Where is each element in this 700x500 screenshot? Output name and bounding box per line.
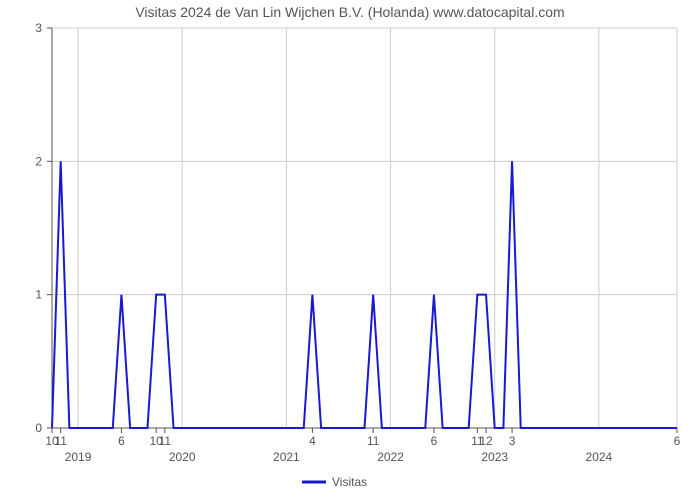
- xtick-label-month: 12: [479, 434, 493, 448]
- xtick-label-year: 2022: [377, 450, 404, 464]
- xtick-label-month: 11: [54, 434, 67, 448]
- xtick-label-year: 2024: [586, 450, 613, 464]
- line-chart: 0123101161011411611123620192020202120222…: [0, 0, 700, 500]
- xtick-label-year: 2023: [481, 450, 508, 464]
- legend-label: Visitas: [332, 475, 367, 489]
- xtick-label-year: 2019: [65, 450, 92, 464]
- chart-container: Visitas 2024 de Van Lin Wijchen B.V. (Ho…: [0, 0, 700, 500]
- ytick-label: 0: [35, 421, 42, 435]
- chart-title: Visitas 2024 de Van Lin Wijchen B.V. (Ho…: [0, 4, 700, 20]
- xtick-label-year: 2021: [273, 450, 300, 464]
- xtick-label-month: 6: [431, 434, 438, 448]
- xtick-label-month: 11: [159, 434, 172, 448]
- xtick-label-month: 3: [509, 434, 516, 448]
- xtick-label-month: 11: [367, 434, 380, 448]
- ytick-label: 2: [35, 154, 42, 168]
- xtick-label-year: 2020: [169, 450, 196, 464]
- ytick-label: 1: [35, 288, 42, 302]
- ytick-label: 3: [35, 21, 42, 35]
- xtick-label-month: 6: [674, 434, 681, 448]
- xtick-label-month: 4: [309, 434, 316, 448]
- xtick-label-month: 6: [118, 434, 125, 448]
